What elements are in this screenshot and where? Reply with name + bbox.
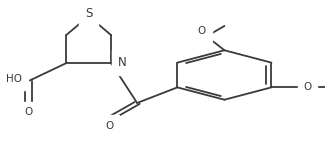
Text: S: S xyxy=(85,7,92,20)
Text: HO: HO xyxy=(7,74,22,84)
Text: O: O xyxy=(304,82,312,92)
Text: O: O xyxy=(198,26,206,36)
Text: N: N xyxy=(118,56,126,69)
Text: O: O xyxy=(106,121,114,131)
Text: O: O xyxy=(25,107,33,117)
